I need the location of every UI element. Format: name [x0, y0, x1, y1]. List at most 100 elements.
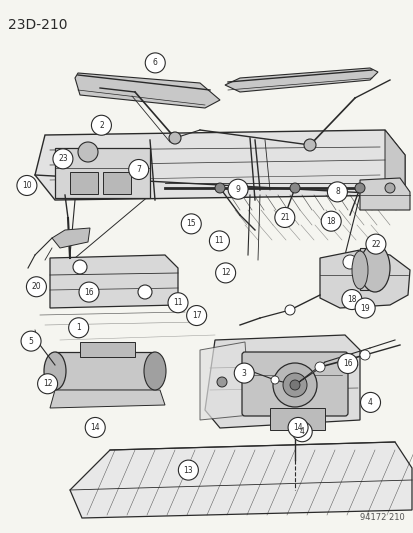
Circle shape [314, 362, 324, 372]
Circle shape [274, 207, 294, 228]
Circle shape [186, 305, 206, 326]
Circle shape [354, 298, 374, 318]
Circle shape [341, 289, 361, 310]
Bar [359, 248, 379, 290]
Ellipse shape [359, 244, 389, 292]
Circle shape [178, 460, 198, 480]
Polygon shape [224, 68, 377, 92]
Bar [55, 148, 150, 198]
Circle shape [73, 260, 87, 274]
Polygon shape [75, 73, 219, 108]
Circle shape [216, 377, 226, 387]
Polygon shape [50, 255, 178, 308]
Circle shape [209, 231, 229, 251]
Polygon shape [319, 250, 409, 308]
Text: 11: 11 [173, 298, 182, 307]
Text: 18: 18 [326, 217, 335, 225]
Polygon shape [294, 362, 324, 385]
Text: 3: 3 [241, 369, 246, 377]
Text: 9: 9 [235, 185, 240, 193]
Circle shape [282, 373, 306, 397]
Text: 8: 8 [334, 188, 339, 196]
FancyBboxPatch shape [242, 352, 347, 416]
Circle shape [38, 374, 57, 394]
Text: 7: 7 [136, 165, 141, 174]
Text: 14: 14 [292, 423, 302, 432]
Circle shape [284, 305, 294, 315]
Circle shape [78, 142, 98, 162]
Text: 94172 210: 94172 210 [359, 513, 404, 522]
Polygon shape [384, 130, 404, 195]
Circle shape [168, 293, 188, 313]
Polygon shape [35, 130, 404, 200]
Circle shape [53, 149, 73, 169]
Circle shape [342, 255, 356, 269]
Circle shape [91, 115, 111, 135]
Polygon shape [52, 228, 90, 248]
Circle shape [360, 392, 380, 413]
Text: 1: 1 [76, 324, 81, 332]
Text: 16: 16 [342, 359, 352, 368]
Circle shape [169, 132, 180, 144]
Circle shape [69, 318, 88, 338]
Circle shape [215, 263, 235, 283]
Text: 5: 5 [28, 337, 33, 345]
Circle shape [287, 417, 307, 438]
Text: 19: 19 [359, 304, 369, 312]
Circle shape [272, 363, 316, 407]
Text: 10: 10 [22, 181, 32, 190]
Circle shape [26, 277, 46, 297]
Circle shape [337, 353, 357, 374]
Bar [103, 172, 131, 194]
Text: 23D-210: 23D-210 [8, 18, 67, 32]
Circle shape [79, 282, 99, 302]
Circle shape [85, 417, 105, 438]
Text: 2: 2 [99, 121, 104, 130]
Bar [55, 352, 154, 390]
Text: 14: 14 [90, 423, 100, 432]
Ellipse shape [144, 352, 166, 390]
Polygon shape [204, 335, 359, 428]
Circle shape [303, 139, 315, 151]
Circle shape [271, 376, 278, 384]
Polygon shape [359, 178, 409, 210]
Text: 21: 21 [280, 213, 289, 222]
Text: 23: 23 [58, 155, 68, 163]
Polygon shape [50, 390, 165, 408]
Circle shape [359, 350, 369, 360]
Circle shape [214, 183, 224, 193]
Circle shape [292, 422, 311, 442]
Text: 12: 12 [43, 379, 52, 388]
Text: 4: 4 [299, 427, 304, 436]
Text: 20: 20 [31, 282, 41, 291]
Text: 12: 12 [221, 269, 230, 277]
Circle shape [138, 285, 152, 299]
Text: 4: 4 [367, 398, 372, 407]
Circle shape [128, 159, 148, 180]
Ellipse shape [351, 251, 367, 289]
Circle shape [354, 183, 364, 193]
Circle shape [320, 211, 340, 231]
Text: 22: 22 [370, 240, 380, 248]
Circle shape [365, 234, 385, 254]
Circle shape [327, 182, 347, 202]
Bar [269, 408, 324, 430]
Ellipse shape [44, 352, 66, 390]
Polygon shape [199, 342, 249, 420]
Circle shape [145, 53, 165, 73]
Text: 18: 18 [347, 295, 356, 304]
Circle shape [289, 183, 299, 193]
Text: 11: 11 [214, 237, 223, 245]
Circle shape [384, 183, 394, 193]
Text: 15: 15 [186, 220, 196, 228]
Polygon shape [70, 442, 411, 518]
Text: 17: 17 [191, 311, 201, 320]
Text: 16: 16 [84, 288, 94, 296]
Circle shape [21, 331, 41, 351]
Circle shape [17, 175, 37, 196]
Circle shape [234, 363, 254, 383]
Text: 13: 13 [183, 466, 193, 474]
Bar [80, 342, 135, 357]
Circle shape [228, 179, 247, 199]
Bar [70, 172, 98, 194]
